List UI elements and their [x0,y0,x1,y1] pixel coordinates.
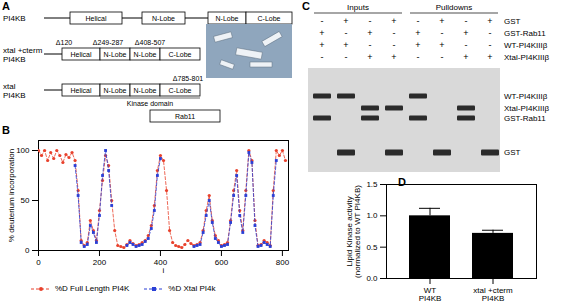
svg-text:Helical: Helical [70,51,91,58]
svg-text:C-Lobe: C-Lobe [258,15,281,22]
svg-text:-: - [393,28,396,38]
svg-text:Helical: Helical [70,87,91,94]
svg-text:xtal +ctermPI4KB: xtal +ctermPI4KB [473,286,513,303]
svg-text:0.0: 0.0 [366,274,378,283]
svg-text:+: + [487,16,492,26]
svg-text:WTPI4KB: WTPI4KB [419,286,442,303]
svg-text:+: + [487,52,492,62]
html-text:%D Xtal PI4k: %D Xtal PI4k [168,284,216,293]
svg-text:+: + [319,28,324,38]
svg-text:Δ408-507: Δ408-507 [135,39,165,46]
svg-text:N-Lobe: N-Lobe [134,87,157,94]
svg-text:+: + [367,52,372,62]
svg-text:xtal +ctermPI4KB: xtal +ctermPI4KB [3,46,43,64]
svg-text:Δ785-801: Δ785-801 [173,75,203,82]
svg-text:Kinase domain: Kinase domain [127,100,173,107]
svg-text:600: 600 [215,258,229,267]
svg-text:Helical: Helical [85,15,106,22]
svg-text:200: 200 [93,258,107,267]
svg-text:GST-Rab11: GST-Rab11 [504,29,546,38]
svg-text:% deuterium incorporation: % deuterium incorporation [7,149,16,242]
svg-text:0: 0 [36,258,41,267]
svg-text:800: 800 [276,258,290,267]
html-text:B: B [2,124,10,136]
svg-text:+: + [415,40,420,50]
svg-text:Xtal-PI4KIIIβ: Xtal-PI4KIIIβ [504,104,549,113]
svg-text:+: + [463,52,468,62]
svg-text:Inputs: Inputs [347,3,369,12]
svg-text:C-Lobe: C-Lobe [169,87,192,94]
svg-text:-: - [345,28,348,38]
html-text:C: C [302,0,310,12]
svg-text:-: - [417,16,420,26]
svg-text:+: + [391,52,396,62]
svg-text:-: - [441,52,444,62]
svg-text:N-Lobe: N-Lobe [216,15,239,22]
svg-text:+: + [439,16,444,26]
svg-text:-: - [489,40,492,50]
svg-text:+: + [463,28,468,38]
svg-text:C-Lobe: C-Lobe [169,51,192,58]
svg-text:i: i [163,266,165,275]
svg-text:1.5: 1.5 [366,180,378,189]
svg-text:Xtal-PI4KIIIβ: Xtal-PI4KIIIβ [504,53,549,62]
svg-text:+: + [439,40,444,50]
svg-text:-: - [369,40,372,50]
svg-text:-: - [321,52,324,62]
svg-text:WT-PI4KIIIβ: WT-PI4KIIIβ [504,92,548,101]
svg-text:1.0: 1.0 [366,211,378,220]
svg-text:-: - [321,16,324,26]
svg-text:100: 100 [16,146,30,155]
svg-text:GST: GST [504,148,521,157]
svg-text:0: 0 [25,246,30,255]
svg-text:N-Lobe: N-Lobe [134,51,157,58]
svg-text:xtalPI4KB: xtalPI4KB [3,82,26,100]
svg-text:-: - [393,40,396,50]
svg-text:N-Lobe: N-Lobe [152,15,175,22]
svg-text:400: 400 [154,258,168,267]
html-text:A: A [2,0,10,12]
svg-text:GST-Rab11: GST-Rab11 [504,114,546,123]
svg-text:+: + [343,16,348,26]
svg-text:50: 50 [21,196,30,205]
svg-text:-: - [465,40,468,50]
html-text:%D Full Length PI4K: %D Full Length PI4K [55,284,130,293]
svg-text:+: + [343,40,348,50]
svg-text:Lipid Kinase activity(normaliz: Lipid Kinase activity(normalized to WT P… [345,185,362,278]
svg-text:N-Lobe: N-Lobe [104,87,127,94]
svg-text:PI4KB: PI4KB [3,14,26,23]
svg-text:-: - [441,28,444,38]
svg-text:+: + [391,16,396,26]
svg-text:+: + [415,28,420,38]
svg-text:Δ120: Δ120 [56,39,72,46]
svg-text:0.5: 0.5 [366,243,378,252]
svg-text:WT-PI4KIIIβ: WT-PI4KIIIβ [504,41,548,50]
svg-text:-: - [417,52,420,62]
svg-text:-: - [465,16,468,26]
svg-text:+: + [319,40,324,50]
svg-text:-: - [489,28,492,38]
svg-text:-: - [345,52,348,62]
html-text:D: D [398,176,406,188]
svg-text:Rab11: Rab11 [175,113,195,120]
svg-text:-: - [369,16,372,26]
svg-text:Pulldowns: Pulldowns [436,3,472,12]
svg-text:+: + [367,28,372,38]
svg-text:N-Lobe: N-Lobe [104,51,127,58]
svg-text:GST: GST [504,17,521,26]
svg-text:Δ249-287: Δ249-287 [93,39,123,46]
